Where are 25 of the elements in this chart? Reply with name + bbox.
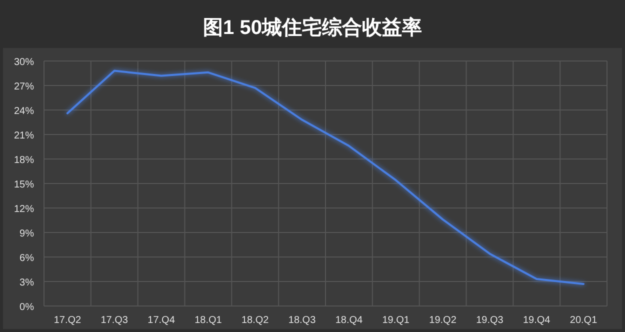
x-tick-label: 19.Q2	[429, 315, 457, 326]
chart-title: 图1 50城住宅综合收益率	[203, 16, 422, 39]
x-tick-label: 19.Q3	[476, 315, 504, 326]
y-tick-label: 24%	[14, 106, 34, 117]
line-series	[66, 70, 585, 285]
x-tick-label: 20.Q1	[570, 315, 598, 326]
x-tick-label: 17.Q2	[54, 315, 82, 326]
y-tick-label: 27%	[14, 82, 34, 92]
x-tick-label: 18.Q2	[242, 315, 270, 326]
y-tick-label: 15%	[14, 180, 34, 190]
y-tick-label: 12%	[14, 204, 34, 215]
y-tick-label: 18%	[14, 155, 34, 166]
x-tick-label: 17.Q3	[100, 315, 128, 326]
x-tick-label: 19.Q4	[523, 315, 551, 326]
x-tick-label: 18.Q3	[288, 315, 316, 326]
x-tick-label: 17.Q4	[148, 315, 176, 326]
y-tick-label: 9%	[20, 228, 34, 240]
y-tick-label: 0%	[20, 302, 34, 313]
y-tick-label: 21%	[14, 130, 34, 142]
y-tick-label: 3%	[20, 278, 34, 288]
x-tick-label: 19.Q1	[382, 315, 410, 326]
y-tick-label: 30%	[14, 57, 34, 68]
x-tick-label: 18.Q4	[335, 315, 364, 326]
x-tick-label: 18.Q1	[194, 315, 222, 326]
y-tick-label: 6%	[20, 253, 34, 264]
